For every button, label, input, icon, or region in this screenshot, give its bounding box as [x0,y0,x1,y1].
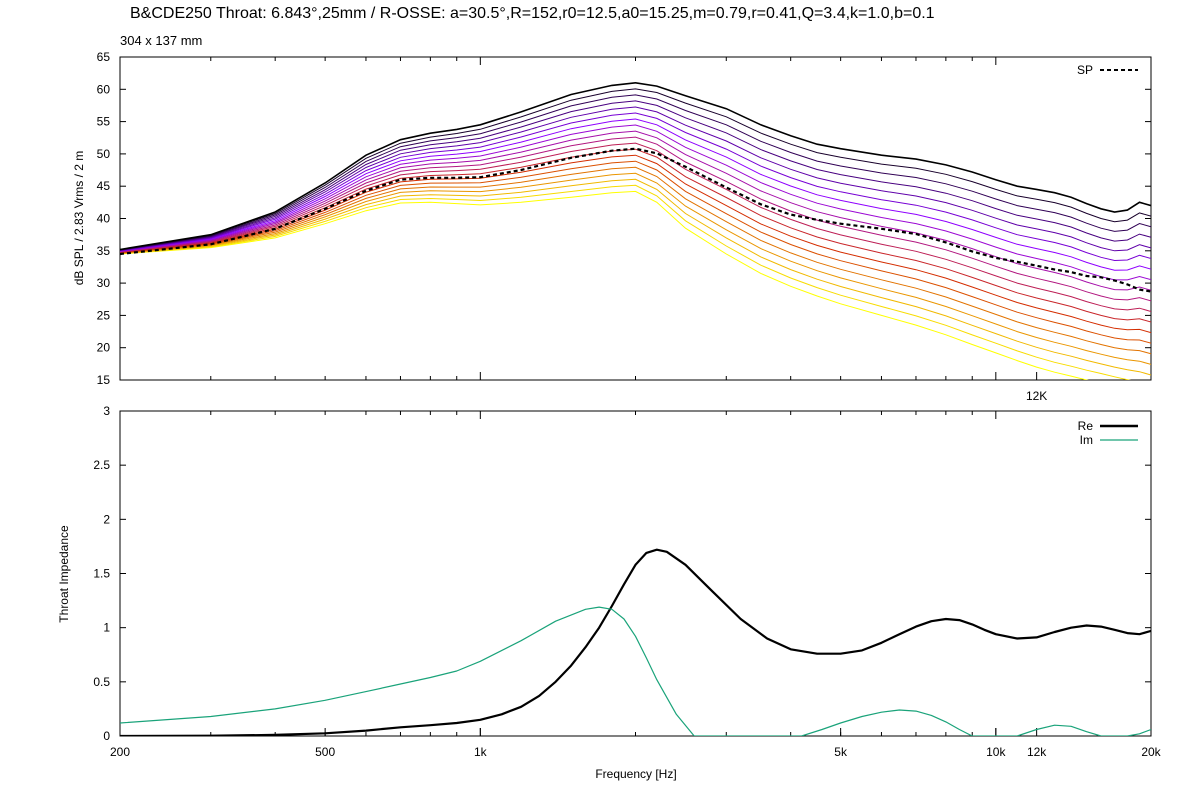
series-line-re [120,548,1151,736]
impedance-legend: Re Im [1078,419,1138,447]
spl-y-tick-label: 20 [97,341,111,355]
polar-curve [120,130,1151,291]
impedance-x-tick-label: 12k [1027,745,1047,759]
impedance-plot-frame [119,410,1152,737]
impedance-y-tick-label: 2.5 [93,458,110,472]
spl-y-tick-label: 40 [97,212,111,226]
spl-y-tick-label: 65 [97,50,111,64]
impedance-x-tick-label: 10k [986,745,1006,759]
spl-y-tick-label: 50 [97,147,111,161]
spl-y-tick-label: 45 [97,179,111,193]
impedance-y-tick-label: 1 [103,621,110,635]
impedance-x-tick-label: 1k [474,745,488,759]
impedance-y-tick-label: 0.5 [93,675,110,689]
impedance-x-tick-label: 5k [834,745,848,759]
spl-y-tick-label: 15 [97,373,111,387]
polar-curve [120,112,1151,262]
polar-curve [120,148,1151,323]
polar-curve [120,166,1151,355]
impedance-y-ticks: 0 0.5 1 1.5 2 2.5 3 [93,404,1151,743]
spl-y-tick-label: 25 [97,308,111,322]
legend-label-im: Im [1080,433,1093,447]
legend-label-sp: SP [1077,63,1093,77]
spl-series [120,147,1151,293]
polar-curve [120,190,1089,380]
sp-series-line [120,147,1151,293]
chart-title: B&CDE250 Throat: 6.843°,25mm / R-OSSE: a… [130,5,935,22]
spl-panel: 15 20 25 30 35 40 45 50 55 60 65 12K dB SPL / 2.83… [72,50,1152,403]
impedance-x-ticks: 200 500 1k 5k 10k 12k 20k [110,411,1162,759]
impedance-y-tick-label: 3 [103,404,110,418]
impedance-x-tick-label: 500 [315,745,335,759]
spl-x-ticks: 12K [119,57,1152,403]
impedance-y-tick-label: 1.5 [93,567,110,581]
spl-y-tick-label: 55 [97,115,111,129]
spl-y-tick-label: 30 [97,276,111,290]
polar-curve [120,88,1151,251]
spl-legend: SP [1077,63,1138,77]
polar-curve [120,172,1151,365]
polar-curve [120,136,1151,302]
impedance-y-axis-label: Throat Impedance [57,525,71,623]
impedance-x-tick-label: 20k [1141,745,1161,759]
polar-curve [120,81,1151,251]
spl-y-ticks: 15 20 25 30 35 40 45 50 55 60 65 [97,50,1151,387]
polar-curve [120,142,1151,312]
spl-x-tick-label: 12K [1026,389,1047,403]
series-line-im [120,606,1151,736]
polar-curve [120,106,1151,252]
impedance-x-tick-label: 200 [110,745,130,759]
impedance-y-tick-label: 0 [103,729,110,743]
chart-subtitle: 304 x 137 mm [120,33,203,48]
polar-curve [120,124,1151,281]
x-axis-label: Frequency [Hz] [595,767,676,781]
polar-curve [120,178,1151,376]
legend-label-re: Re [1078,419,1094,433]
impedance-series [120,548,1151,736]
polar-curve [120,154,1151,334]
polar-curve [120,118,1151,271]
impedance-panel: 0 0.5 1 1.5 2 2.5 3 200 500 1k 5k 10k 12k 20k Throat… [57,404,1162,781]
polar-curve [120,94,1151,251]
spl-y-axis-label: dB SPL / 2.83 Vrms / 2 m [72,151,86,286]
spl-y-tick-label: 60 [97,82,111,96]
impedance-y-tick-label: 2 [103,512,110,526]
polar-curve [120,184,1132,380]
polar-curve [120,100,1151,251]
polar-curve-family [120,81,1151,380]
polar-curve [120,160,1151,344]
spl-y-tick-label: 35 [97,244,111,258]
